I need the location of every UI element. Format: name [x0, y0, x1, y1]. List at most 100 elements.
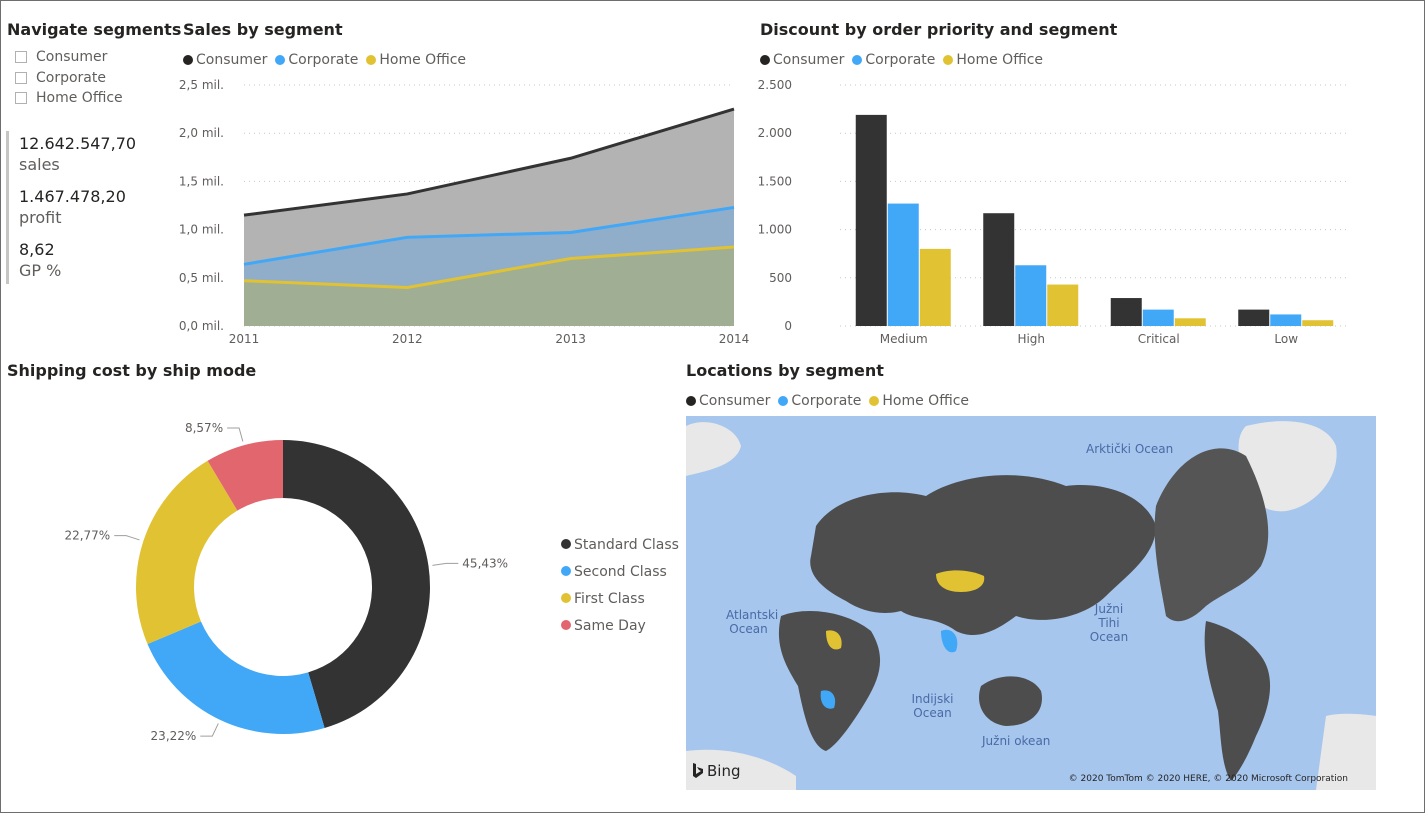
- legend-dot: [760, 55, 770, 65]
- legend-dot: [561, 620, 571, 630]
- legend-item-corporate[interactable]: Corporate: [275, 52, 358, 68]
- legend-label: Second Class: [574, 564, 667, 580]
- y-tick-label: 2.500: [758, 78, 792, 92]
- x-tick-label: 2011: [229, 332, 260, 346]
- shipping-donut-chart[interactable]: 45,43% 23,22% 22,77% 8,57% Standard Class Sec…: [0, 390, 680, 810]
- x-tick-label: 2013: [555, 332, 586, 346]
- data-label: 8,57%: [185, 421, 223, 435]
- slicer-item-consumer[interactable]: Consumer: [15, 47, 123, 68]
- y-tick-label: 2.000: [758, 126, 792, 140]
- kpi-label: GP %: [19, 261, 62, 280]
- leader-line: [114, 535, 140, 541]
- legend-dot: [561, 593, 571, 603]
- legend-dot: [275, 55, 286, 65]
- legend-item-home-office[interactable]: Home Office: [366, 52, 466, 68]
- legend-dot: [183, 55, 193, 65]
- antarctica-shape: [686, 749, 796, 790]
- kpi-gp: 8,62 GP %: [19, 240, 61, 280]
- africa-highlight-shape: [826, 630, 842, 650]
- legend-label: Consumer: [773, 52, 845, 68]
- africa-corporate-shape: [820, 690, 836, 709]
- legend-dot: [366, 55, 377, 65]
- data-label: 23,22%: [151, 729, 197, 743]
- legend-label: Corporate: [288, 52, 359, 68]
- south-america-shape: [1204, 621, 1271, 781]
- checkbox[interactable]: [15, 71, 27, 84]
- sales-area-chart[interactable]: 0,0 mil. 0,5 mil. 1,0 mil. 1,5 mil. 2,0 mil.…: [170, 75, 750, 350]
- legend-label: Consumer: [196, 52, 268, 68]
- legend-dot: [943, 55, 954, 65]
- legend-item-consumer[interactable]: Consumer: [760, 52, 844, 68]
- legend-dot: [778, 396, 789, 406]
- data-label: 22,77%: [64, 529, 110, 543]
- slicer-item-corporate[interactable]: Corporate: [15, 68, 123, 89]
- slice-second-class: [147, 621, 325, 734]
- kpi-value: 8,62: [19, 240, 55, 259]
- legend-item-corporate[interactable]: Corporate: [778, 393, 861, 409]
- legend-item-home-office[interactable]: Home Office: [943, 52, 1043, 68]
- legend-dot: [561, 566, 571, 576]
- legend-label: Same Day: [574, 618, 646, 634]
- y-tick-label: 0: [784, 319, 792, 333]
- ocean-label-indian: Indijski Ocean: [911, 692, 954, 720]
- legend-item-consumer[interactable]: Consumer: [686, 393, 770, 409]
- leader-line: [227, 427, 244, 442]
- series-line-home-office: [243, 245, 735, 289]
- slicer-item-label: Consumer: [36, 49, 108, 66]
- bing-icon: [693, 763, 703, 778]
- slicer-item-label: Home Office: [36, 90, 123, 107]
- bar-consumer: [1110, 298, 1142, 326]
- sales-chart-title: Sales by segment: [183, 20, 343, 39]
- kpi-label: profit: [19, 208, 62, 227]
- ocean-label-atlantic: Atlantski Ocean: [726, 608, 779, 636]
- mongolia-shape: [936, 570, 985, 592]
- x-tick-label: 2014: [719, 332, 750, 346]
- y-tick-label: 500: [769, 271, 792, 285]
- legend-label: Home Office: [882, 393, 970, 409]
- bar-home-office: [1174, 318, 1206, 326]
- slicer-item-label: Corporate: [36, 69, 106, 86]
- data-label: 45,43%: [462, 556, 508, 570]
- bing-logo: Bing: [692, 762, 741, 780]
- slicer-title: Navigate segments: [7, 20, 182, 39]
- bar-consumer: [1238, 309, 1270, 326]
- x-tick-label: Critical: [1138, 332, 1180, 346]
- ocean-label-pacific: Južni Tihi Ocean: [1089, 602, 1129, 644]
- x-tick-label: High: [1017, 332, 1045, 346]
- ocean-label-arctic: Arktički Ocean: [1086, 442, 1174, 456]
- checkbox[interactable]: [15, 51, 27, 64]
- leader-line: [432, 562, 459, 566]
- world-map[interactable]: Arktički Ocean Atlantski Ocean Južni Tih…: [686, 416, 1376, 790]
- series-line-consumer: [243, 107, 735, 217]
- checkbox[interactable]: [15, 92, 27, 105]
- legend-label: Home Office: [956, 52, 1044, 68]
- y-tick-label: 1,5 mil.: [179, 174, 224, 188]
- legend-label: First Class: [574, 591, 645, 607]
- map-legend: Consumer Corporate Home Office: [686, 393, 969, 409]
- x-tick-label: Low: [1274, 332, 1298, 346]
- kpi-value: 12.642.547,70: [19, 134, 137, 153]
- legend-item-consumer[interactable]: Consumer: [183, 52, 267, 68]
- x-tick-label: 2012: [392, 332, 423, 346]
- slicer-item-home-office[interactable]: Home Office: [15, 88, 123, 109]
- bing-label: Bing: [707, 762, 741, 780]
- bar-corporate: [1015, 265, 1047, 326]
- legend-item-home-office[interactable]: Home Office: [869, 393, 969, 409]
- legend-item-corporate[interactable]: Corporate: [852, 52, 935, 68]
- legend-label: Standard Class: [574, 537, 679, 553]
- area-home-office: [244, 246, 734, 326]
- kpi-sales: 12.642.547,70 sales: [19, 134, 136, 174]
- bar-home-office: [919, 248, 951, 326]
- kpi-value: 1.467.478,20: [19, 187, 126, 206]
- discount-bar-chart[interactable]: 0 500 1.000 1.500 2.000 2.500 Medium High Critic…: [750, 75, 1390, 350]
- bar-corporate: [887, 203, 919, 326]
- leader-line: [200, 723, 219, 737]
- slice-standard-class: [283, 440, 430, 728]
- bar-consumer: [855, 114, 887, 326]
- sales-chart-legend: Consumer Corporate Home Office: [183, 52, 466, 68]
- kpi-card-accent: [6, 131, 9, 284]
- legend-dot: [686, 396, 696, 406]
- kpi-label: sales: [19, 155, 60, 174]
- eurasia-shape: [810, 475, 1156, 636]
- legend-dot: [852, 55, 863, 65]
